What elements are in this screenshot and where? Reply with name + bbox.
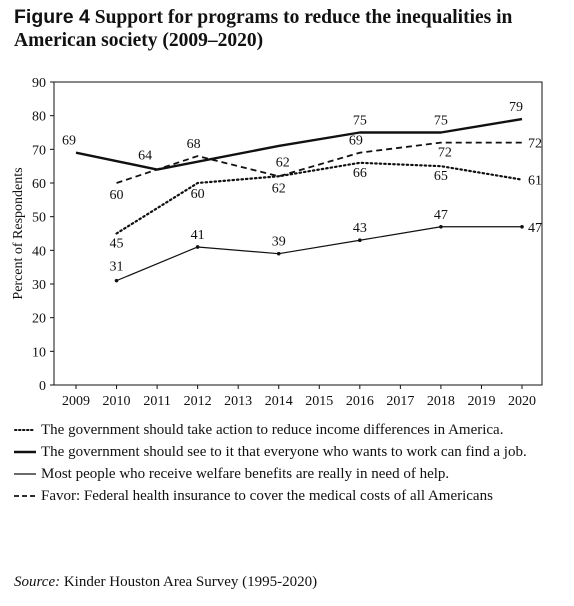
x-tick-label: 2018 [427,394,455,409]
series-welfare-point [520,224,524,229]
data-label: 62 [272,181,286,196]
series-welfare-line [116,226,522,282]
y-tick-label: 50 [32,211,46,226]
y-tick-label: 0 [39,379,46,394]
x-tick-label: 2011 [143,394,170,409]
figure-label: Figure 4 [14,6,90,28]
x-tick-label: 2010 [103,394,131,409]
x-tick-label: 2012 [184,394,212,409]
data-label: 64 [138,149,152,164]
data-label: 60 [191,187,205,202]
legend-item-income: The government should take action to red… [14,420,564,440]
data-label: 75 [353,114,367,129]
source-text: Kinder Houston Area Survey (1995-2020) [63,574,318,590]
y-axis-label: Percent of Respondents [11,167,26,299]
data-label: 65 [434,169,448,184]
data-label: 60 [110,188,124,203]
legend-label-welfare: Most people who receive welfare benefits… [41,466,450,482]
data-label: 47 [434,208,448,223]
legend-swatch-solid-thin [14,473,36,475]
series-welfare-point [195,245,200,249]
data-label: 45 [110,237,124,252]
source-label: Source: [14,574,61,590]
legend-swatch-dotted [14,429,36,431]
legend-label-income: The government should take action to red… [41,422,504,438]
legend-label-jobs: The government should see to it that eve… [41,444,527,460]
line-chart: 0 10 20 30 40 50 60 70 80 90 2009 2010 2011 2012 2013 2… [11,76,543,409]
figure-title: Figure 4 Support for programs to reduce … [14,6,564,52]
data-label: 79 [509,100,523,115]
y-tick-label: 40 [32,244,46,259]
y-tick-label: 80 [32,110,46,125]
series-jobs-line [75,117,523,171]
y-tick-label: 90 [32,76,46,91]
data-label: 68 [187,137,201,152]
legend-label-health: Favor: Federal health insurance to cover… [41,488,493,504]
data-label: 66 [353,166,367,181]
x-tick-label: 2019 [467,394,495,409]
series-welfare-point [439,224,443,229]
y-tick-label: 30 [32,278,46,293]
series-health-line [116,141,522,184]
chart-axes: 0 10 20 30 40 50 60 70 80 90 2009 2010 2011 2012 2013 2… [11,76,543,409]
x-tick-label: 2014 [265,394,293,409]
x-tick-label: 2016 [346,394,374,409]
x-tick-label: 2017 [386,394,414,409]
data-label: 61 [528,174,542,189]
y-tick-label: 20 [32,312,46,327]
x-tick-label: 2015 [305,394,333,409]
data-label: 69 [62,134,76,149]
data-label: 39 [272,235,286,250]
chart-data-labels: 69 64 75 75 79 60 68 62 69 72 72 45 60 62 66 65 61 31 41 39… [62,100,542,275]
x-tick-label: 2013 [224,394,252,409]
series-income-line [115,161,524,235]
y-tick-label: 70 [32,143,46,158]
legend-swatch-solid-thick [14,450,36,454]
source-note: Source: Kinder Houston Area Survey (1995… [14,574,317,591]
data-label: 72 [438,146,452,161]
x-tick-label: 2020 [508,394,536,409]
plot-frame [53,81,543,386]
legend-item-health: Favor: Federal health insurance to cover… [14,486,564,506]
chart-lines [75,117,524,283]
chart-legend: The government should take action to red… [14,420,564,508]
data-label: 31 [110,260,124,275]
data-label: 75 [434,114,448,129]
y-tick-label: 10 [32,345,46,360]
series-welfare-point [114,278,119,283]
x-tick-label: 2009 [62,394,90,409]
series-welfare-point [358,238,362,243]
series-welfare-point [276,251,281,256]
figure-title-text: Support for programs to reduce the inequ… [14,7,513,51]
legend-swatch-dashed [14,495,36,497]
data-label: 72 [528,137,542,152]
data-label: 47 [528,221,542,236]
y-tick-label: 60 [32,177,46,192]
legend-item-welfare: Most people who receive welfare benefits… [14,464,564,484]
legend-item-jobs: The government should see to it that eve… [14,442,564,462]
data-label: 69 [349,134,363,149]
data-label: 41 [191,228,205,243]
data-label: 43 [353,221,367,236]
data-label: 62 [276,155,290,170]
